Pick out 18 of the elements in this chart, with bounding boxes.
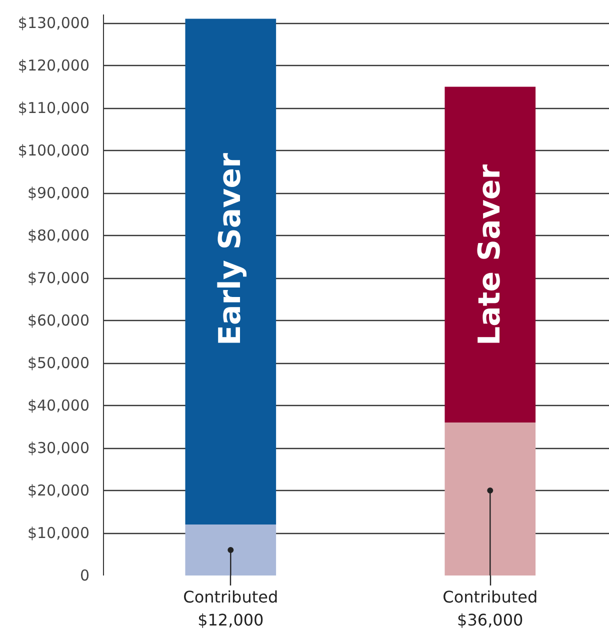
y-tick-label: $110,000 — [18, 99, 90, 117]
y-tick-label: $80,000 — [27, 226, 90, 244]
y-tick-label: $30,000 — [27, 439, 90, 457]
y-tick-label: $120,000 — [18, 56, 90, 74]
y-tick-label: $10,000 — [27, 524, 90, 542]
annotation: Contributed $36,000 — [442, 588, 538, 630]
y-tick-label: 0 — [80, 566, 90, 584]
x-tick-label: Early Saver — [213, 152, 248, 346]
x-tick-label: Late Saver — [472, 164, 508, 346]
y-tick-label: $60,000 — [27, 312, 90, 330]
y-tick-label: $20,000 — [27, 482, 90, 500]
y-tick-label: $90,000 — [27, 184, 90, 202]
annotation: Contributed $12,000 — [183, 588, 278, 630]
y-tick-label: $50,000 — [27, 354, 90, 372]
y-tick-label: $100,000 — [18, 142, 90, 160]
y-tick-label: $70,000 — [27, 269, 90, 287]
y-tick-label: $40,000 — [27, 396, 90, 414]
y-tick-label: $130,000 — [18, 14, 90, 32]
